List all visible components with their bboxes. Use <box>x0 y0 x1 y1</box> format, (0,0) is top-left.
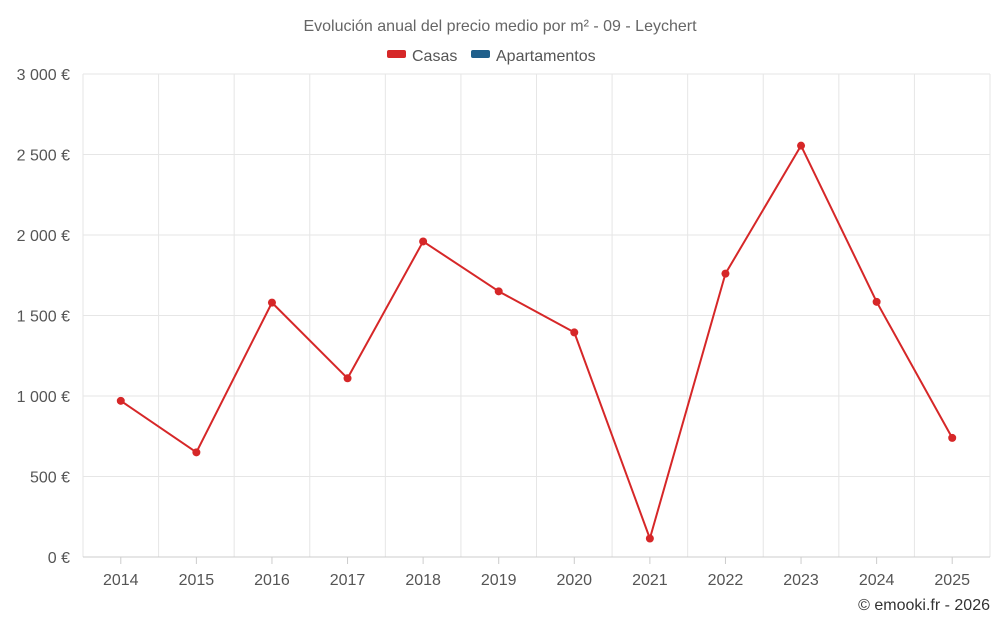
y-tick-label: 1 500 € <box>17 309 70 326</box>
y-tick-label: 1 000 € <box>17 389 70 406</box>
data-point-2023[interactable] <box>797 141 806 150</box>
x-tick-label: 2021 <box>632 572 668 589</box>
data-point-2019[interactable] <box>494 287 503 296</box>
x-tick-label: 2019 <box>481 572 517 589</box>
x-tick-label: 2018 <box>405 572 441 589</box>
legend-item-apartamentos[interactable]: Apartamentos <box>471 48 596 65</box>
data-point-2025[interactable] <box>948 433 957 442</box>
y-tick-label: 3 000 € <box>17 67 70 84</box>
y-tick-label: 500 € <box>30 470 70 487</box>
y-tick-label: 2 500 € <box>17 148 70 165</box>
legend-item-casas[interactable]: Casas <box>387 48 457 65</box>
series-line-casas <box>120 144 954 540</box>
legend: Casas Apartamentos <box>387 48 596 65</box>
x-tick-label: 2017 <box>330 572 366 589</box>
data-point-2018[interactable] <box>419 237 428 246</box>
data-point-2017[interactable] <box>343 374 352 383</box>
legend-swatch-casas <box>387 50 406 58</box>
x-tick-label: 2014 <box>103 572 139 589</box>
data-point-2022[interactable] <box>721 269 730 278</box>
x-tick-label: 2023 <box>783 572 819 589</box>
data-point-2014[interactable] <box>116 396 125 405</box>
data-point-2021[interactable] <box>645 534 654 543</box>
data-point-2020[interactable] <box>570 328 579 337</box>
data-point-2016[interactable] <box>267 298 276 307</box>
series-casas <box>116 141 957 543</box>
x-tick-label: 2020 <box>556 572 592 589</box>
legend-label-casas: Casas <box>412 48 457 65</box>
grid <box>82 73 991 557</box>
x-tick-label: 2022 <box>708 572 744 589</box>
y-axis: 0 € 500 € 1 000 € 1 500 € 2 000 € 2 500 € 3 00… <box>17 67 70 567</box>
x-tick-label: 2024 <box>859 572 895 589</box>
x-tick-label: 2016 <box>254 572 290 589</box>
x-tick-label: 2015 <box>179 572 215 589</box>
data-point-2024[interactable] <box>872 297 881 306</box>
x-axis: 2014 2015 2016 2017 2018 2019 2020 2021 2022 2023… <box>83 556 990 589</box>
y-tick-label: 0 € <box>48 550 70 567</box>
x-tick-label: 2025 <box>934 572 970 589</box>
credit-text: © emooki.fr - 2026 <box>858 597 990 614</box>
data-point-2015[interactable] <box>192 448 201 457</box>
y-tick-label: 2 000 € <box>17 228 70 245</box>
legend-swatch-apartamentos <box>471 50 490 58</box>
legend-label-apartamentos: Apartamentos <box>496 48 596 65</box>
chart-title: Evolución anual del precio medio por m² … <box>303 18 697 35</box>
